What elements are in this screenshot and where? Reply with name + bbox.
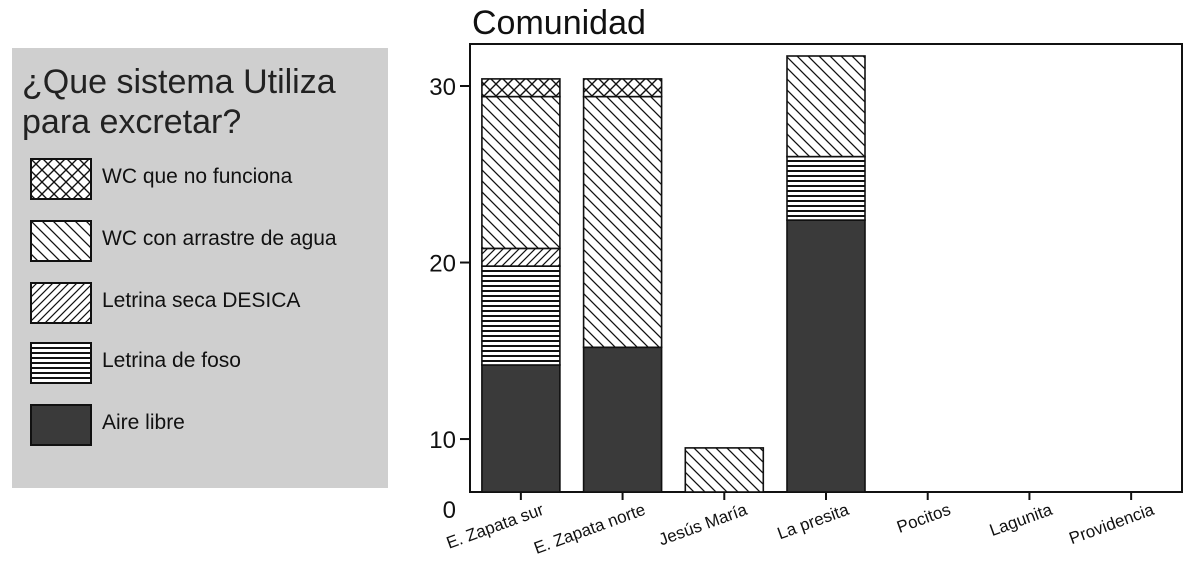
bar-segment	[481, 78, 561, 98]
legend-item-letrina-foso: Letrina de foso	[30, 342, 380, 398]
x-tick-label: Pocitos	[894, 500, 953, 537]
y-tick-label: 10	[429, 427, 456, 454]
bar-segment	[481, 265, 561, 366]
solid-swatch-icon	[30, 404, 92, 446]
bar-segment	[786, 55, 866, 158]
bar-segment	[481, 95, 561, 250]
legend-label-letrina-desica: Letrina seca DESICA	[102, 289, 301, 312]
x-tick-label: La presita	[775, 500, 852, 544]
x-tick-label: Providencia	[1067, 500, 1157, 548]
legend-panel: ¿Que sistema Utiliza para excretar? WC q…	[12, 48, 388, 488]
y-tick-label: 20	[429, 251, 456, 278]
chart-title: Comunidad	[472, 4, 646, 42]
forward-diagonal-swatch-icon	[30, 282, 92, 324]
legend-label-wc-no-funciona: WC que no funciona	[102, 165, 293, 188]
bar-segment	[786, 155, 866, 221]
x-tick-label: Jesús María	[656, 500, 750, 550]
legend-label-wc-arrastre: WC con arrastre de agua	[102, 227, 337, 250]
bar-segment	[786, 219, 866, 493]
bar-segment	[481, 247, 561, 267]
legend-item-wc-no-funciona: WC que no funciona	[30, 158, 380, 214]
legend-item-letrina-desica: Letrina seca DESICA	[30, 282, 380, 338]
bar-segment	[582, 78, 663, 98]
bars-layer	[481, 55, 866, 493]
y-tick-label: 0	[443, 497, 456, 524]
x-tick-label: E. Zapata norte	[531, 500, 648, 558]
x-tick-label: Lagunita	[987, 500, 1055, 540]
legend-item-wc-arrastre: WC con arrastre de agua	[30, 220, 380, 276]
bar-segment	[582, 346, 663, 493]
legend-label-aire-libre: Aire libre	[102, 411, 185, 434]
y-tick-label: 30	[429, 74, 456, 101]
crosshatch-swatch-icon	[30, 158, 92, 200]
horizontal-lines-swatch-icon	[30, 342, 92, 384]
x-tick-label: E. Zapata sur	[444, 500, 547, 553]
legend-title: ¿Que sistema Utiliza para excretar?	[22, 63, 336, 141]
bar-segment	[582, 95, 663, 349]
bar-segment	[684, 447, 765, 493]
back-diagonal-swatch-icon	[30, 220, 92, 262]
bar-segment	[481, 364, 561, 493]
legend-label-letrina-foso: Letrina de foso	[102, 349, 241, 372]
legend-item-aire-libre: Aire libre	[30, 404, 380, 460]
